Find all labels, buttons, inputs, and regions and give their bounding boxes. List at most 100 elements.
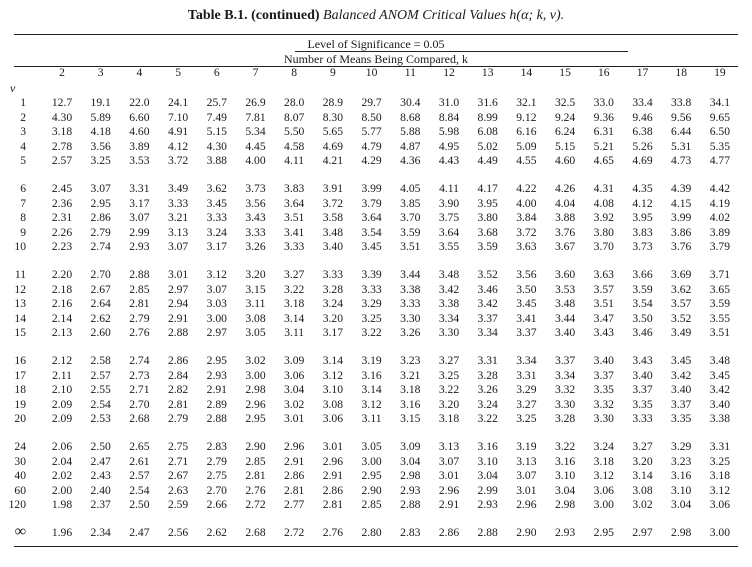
table-cell: 3.00 xyxy=(361,454,382,468)
table-cell: 2.95 xyxy=(245,412,266,426)
table-cell: 2.02 xyxy=(51,469,73,483)
table-cell: 3.07 xyxy=(438,454,460,468)
table-cell: 4.18 xyxy=(90,125,111,139)
table-cell: 2.74 xyxy=(129,354,150,367)
table-cell: 9.65 xyxy=(709,110,731,124)
table-cell: 3.28 xyxy=(477,368,498,382)
table-cell: 3.34 xyxy=(438,311,460,325)
table-cell: 3.10 xyxy=(477,454,498,468)
table-cell: 2.86 xyxy=(322,483,344,497)
column-header-k-16: 16 xyxy=(598,66,610,79)
table-cell: 3.51 xyxy=(709,326,731,340)
table-cell: 2.93 xyxy=(206,368,227,382)
table-cell: 3.91 xyxy=(322,182,344,195)
table-cell: 2.97 xyxy=(632,526,653,539)
table-cell: 4.35 xyxy=(632,182,653,195)
table-cell: 3.76 xyxy=(554,225,576,239)
table-cell: 3.06 xyxy=(593,483,614,497)
table-cell: 3.51 xyxy=(284,211,305,225)
table-cell: 4.87 xyxy=(400,139,421,153)
table-cell: 32.1 xyxy=(516,96,537,109)
table-cell: 25.7 xyxy=(206,96,227,109)
table-cell: 2.68 xyxy=(129,412,150,426)
table-cell: 2.59 xyxy=(167,498,189,512)
table-cell: 2.57 xyxy=(90,368,111,382)
header-rule xyxy=(14,66,738,67)
row-nu-label: 20 xyxy=(14,412,26,426)
table-cell: 6.08 xyxy=(477,125,498,139)
table-cell: 4.00 xyxy=(245,154,266,168)
table-cell: 4.05 xyxy=(400,182,421,195)
table-cell: 3.06 xyxy=(709,498,731,512)
table-cell: 3.24 xyxy=(206,225,227,239)
column-header-k-15: 15 xyxy=(559,66,571,79)
table-cell: 5.09 xyxy=(516,139,537,153)
table-cell: 3.26 xyxy=(245,240,266,254)
table-cell: 3.73 xyxy=(632,240,653,254)
table-cell: 4.12 xyxy=(167,139,189,153)
table-cell: 2.93 xyxy=(129,240,150,254)
table-cell: 2.06 xyxy=(51,440,73,453)
table-cell: 3.50 xyxy=(632,311,653,325)
table-cell: 2.20 xyxy=(51,268,73,281)
table-cell: 2.90 xyxy=(361,483,382,497)
table-cell: 3.22 xyxy=(554,440,576,453)
table-cell: 19.1 xyxy=(90,96,111,109)
table-cell: 3.12 xyxy=(322,368,344,382)
table-cell: 4.30 xyxy=(206,139,227,153)
table-cell: 9.46 xyxy=(632,110,653,124)
table-cell: 5.21 xyxy=(593,139,614,153)
table-cell: 3.12 xyxy=(361,397,382,411)
table-cell: 2.70 xyxy=(90,268,111,281)
table-cell: 4.11 xyxy=(439,182,459,195)
table-cell: 31.6 xyxy=(477,96,498,109)
table-cell: 3.01 xyxy=(516,483,537,497)
table-cell: 2.83 xyxy=(206,440,227,453)
bottom-rule xyxy=(14,546,738,547)
table-cell: 3.18 xyxy=(709,469,731,483)
table-cell: 3.43 xyxy=(593,326,614,340)
table-cell: 2.85 xyxy=(129,282,150,296)
table-cell: 3.37 xyxy=(516,326,537,340)
table-cell: 3.25 xyxy=(90,154,111,168)
table-cell: 3.48 xyxy=(438,268,460,281)
column-header-k-12: 12 xyxy=(443,66,455,79)
table-cell: 3.44 xyxy=(400,268,421,281)
table-cell: 3.37 xyxy=(554,354,576,367)
table-cell: 2.95 xyxy=(90,196,111,210)
table-cell: 3.19 xyxy=(361,354,382,367)
row-nu-label: 18 xyxy=(14,383,26,397)
table-cell: 3.28 xyxy=(554,412,576,426)
table-cell: 4.49 xyxy=(477,154,498,168)
table-cell: 3.30 xyxy=(400,311,421,325)
table-cell: 33.8 xyxy=(671,96,692,109)
table-cell: 2.36 xyxy=(51,196,73,210)
table-cell: 3.49 xyxy=(167,182,189,195)
table-cell: 3.57 xyxy=(671,297,692,311)
table-cell: 2.81 xyxy=(322,498,344,512)
table-cell: 3.25 xyxy=(516,412,537,426)
table-cell: 3.65 xyxy=(709,282,731,296)
table-cell: 3.34 xyxy=(554,368,576,382)
table-cell: 3.12 xyxy=(206,268,227,281)
row-nu-label: 4 xyxy=(20,139,26,153)
table-cell: 28.0 xyxy=(284,96,305,109)
table-cell: 3.40 xyxy=(593,354,614,367)
table-cell: 2.81 xyxy=(284,483,305,497)
table-cell: 3.33 xyxy=(284,240,305,254)
table-cell: 3.58 xyxy=(322,211,344,225)
table-cell: 2.97 xyxy=(167,282,189,296)
table-cell: 2.95 xyxy=(593,526,614,539)
row-nu-label: 16 xyxy=(14,354,26,367)
table-cell: 3.10 xyxy=(671,483,692,497)
table-cell: 4.79 xyxy=(361,139,382,153)
table-cell: 3.04 xyxy=(477,469,498,483)
table-cell: 3.17 xyxy=(322,326,344,340)
row-nu-label: 10 xyxy=(14,240,26,254)
table-cell: 3.31 xyxy=(477,354,498,367)
table-cell: 5.98 xyxy=(438,125,460,139)
table-cell: 3.33 xyxy=(245,225,266,239)
table-cell: 2.12 xyxy=(51,354,73,367)
table-cell: 3.12 xyxy=(593,469,614,483)
table-cell: 3.33 xyxy=(206,211,227,225)
